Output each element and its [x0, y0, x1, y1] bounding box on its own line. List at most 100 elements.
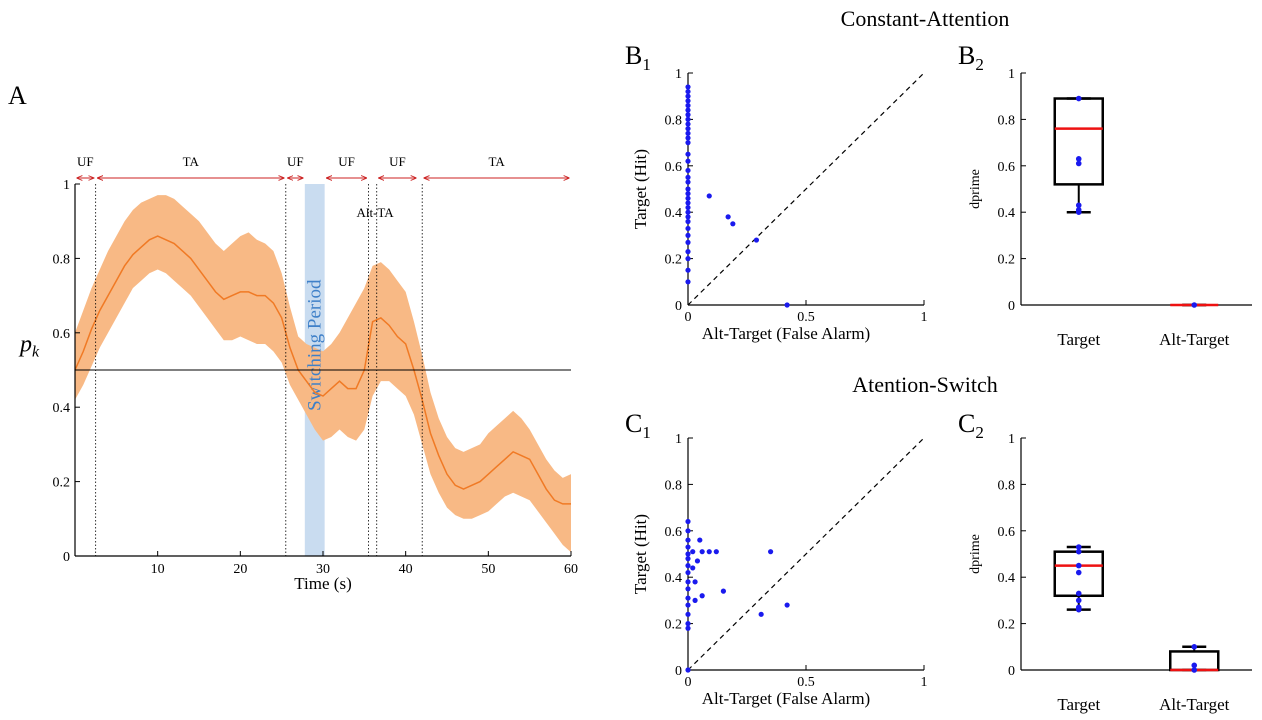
y-tick-label: 1 — [1008, 67, 1015, 82]
x-tick-label: 50 — [481, 562, 495, 577]
data-point — [1075, 548, 1082, 555]
panel-b2-boxplot: 0 0.2 0.4 0.6 0.8 1 Target Alt-Target dprime — [968, 67, 1252, 349]
alt-ta-label: Alt-TA — [356, 205, 394, 220]
data-point — [706, 193, 712, 199]
data-point — [685, 179, 691, 185]
data-point — [685, 267, 691, 273]
y-tick-label: 0.6 — [998, 525, 1016, 540]
y-tick-label: 0.6 — [53, 327, 71, 342]
segment-label: TA — [488, 154, 505, 169]
y-tick-label: 0 — [1008, 299, 1015, 314]
data-point — [685, 174, 691, 180]
y-tick-label: 0.8 — [53, 252, 71, 267]
y-tick-label: 0.6 — [998, 160, 1016, 175]
data-point — [685, 130, 691, 136]
x-tick-label: 20 — [233, 562, 247, 577]
data-point — [685, 195, 691, 201]
data-point — [685, 667, 691, 673]
segment-label: UF — [389, 154, 406, 169]
data-point — [725, 214, 731, 220]
data-point — [713, 549, 719, 555]
data-point — [685, 140, 691, 146]
x-tick-label: 0 — [685, 310, 692, 325]
x-tick-label: 1 — [921, 310, 928, 325]
data-point — [685, 595, 691, 601]
data-point — [706, 549, 712, 555]
y-tick-label: 0.2 — [665, 253, 683, 268]
y-tick-label: 0.2 — [53, 476, 71, 491]
data-point — [758, 611, 764, 617]
data-point — [1075, 569, 1082, 576]
y-axis-label: pk — [18, 331, 40, 360]
data-point — [685, 239, 691, 245]
data-point — [1075, 606, 1082, 613]
x-tick-label: 10 — [151, 562, 165, 577]
data-point — [685, 112, 691, 118]
x-axis-label: Time (s) — [294, 574, 351, 593]
data-point — [692, 597, 698, 604]
y-axis-label: dprime — [968, 169, 983, 209]
x-category-label: Alt-Target — [1159, 695, 1230, 714]
data-point — [1075, 544, 1082, 550]
panel-label-c1: C1 — [625, 409, 651, 442]
data-point — [692, 579, 698, 585]
x-tick-label: 0.5 — [797, 310, 815, 325]
data-point — [685, 563, 691, 569]
data-point — [685, 214, 691, 220]
data-point — [784, 302, 790, 308]
data-point — [1075, 160, 1082, 167]
data-point — [685, 528, 691, 534]
data-point — [685, 602, 691, 608]
data-point — [699, 593, 705, 599]
data-point — [685, 256, 691, 262]
panel-label-a: A — [8, 81, 27, 110]
segment-label: TA — [183, 154, 200, 169]
x-category-label: Alt-Target — [1159, 330, 1230, 349]
confidence-band — [75, 195, 571, 553]
data-point — [685, 209, 691, 215]
x-tick-label: 60 — [564, 562, 578, 577]
data-point — [685, 167, 691, 174]
data-point — [694, 558, 701, 564]
data-point — [685, 586, 691, 592]
data-point — [685, 556, 691, 562]
data-point — [685, 191, 691, 197]
x-category-label: Target — [1057, 695, 1100, 714]
y-tick-label: 0.2 — [998, 618, 1016, 633]
box-iqr — [1053, 97, 1104, 186]
y-tick-label: 0 — [675, 664, 682, 679]
y-tick-label: 0.6 — [665, 160, 683, 175]
data-point — [685, 135, 691, 141]
x-axis-label: Alt-Target (False Alarm) — [702, 689, 870, 708]
data-point — [685, 625, 691, 631]
y-tick-label: 0.8 — [998, 478, 1016, 493]
panel-b1-scatter: 0 0.5 1 0 0.2 0.4 0.6 0.8 1 Alt-Target (False Ala… — [631, 67, 928, 343]
y-axis-label-main: p — [18, 331, 32, 357]
x-tick-label: 1 — [921, 675, 928, 690]
panel-label-c2: C2 — [958, 409, 984, 442]
y-tick-label: 0 — [1008, 664, 1015, 679]
data-point — [685, 551, 691, 557]
y-tick-label: 0.4 — [665, 571, 683, 586]
panel-c1-scatter: 0 0.5 1 0 0.2 0.4 0.6 0.8 1 Alt-Target (False Ala… — [631, 432, 928, 708]
data-point — [685, 93, 691, 99]
switching-period-label: Switching Period — [305, 279, 326, 411]
diagonal-reference — [687, 72, 925, 306]
data-point — [784, 602, 790, 608]
y-tick-label: 1 — [63, 178, 70, 193]
data-point — [685, 249, 691, 255]
y-tick-label: 0.4 — [665, 206, 683, 221]
y-axis-label: dprime — [968, 534, 983, 574]
panel-c2-boxplot: 0 0.2 0.4 0.6 0.8 1 Target Alt-Target dprime — [968, 432, 1252, 714]
data-point — [685, 621, 691, 627]
series-line-mean — [74, 235, 571, 505]
y-tick-label: 0.6 — [665, 525, 683, 540]
data-point — [685, 611, 691, 617]
data-point — [1191, 302, 1198, 308]
y-tick-label: 1 — [675, 432, 682, 447]
data-point — [1075, 156, 1082, 162]
data-point — [1075, 590, 1082, 597]
segment-label: UF — [338, 154, 355, 169]
x-category-label: Target — [1057, 330, 1100, 349]
